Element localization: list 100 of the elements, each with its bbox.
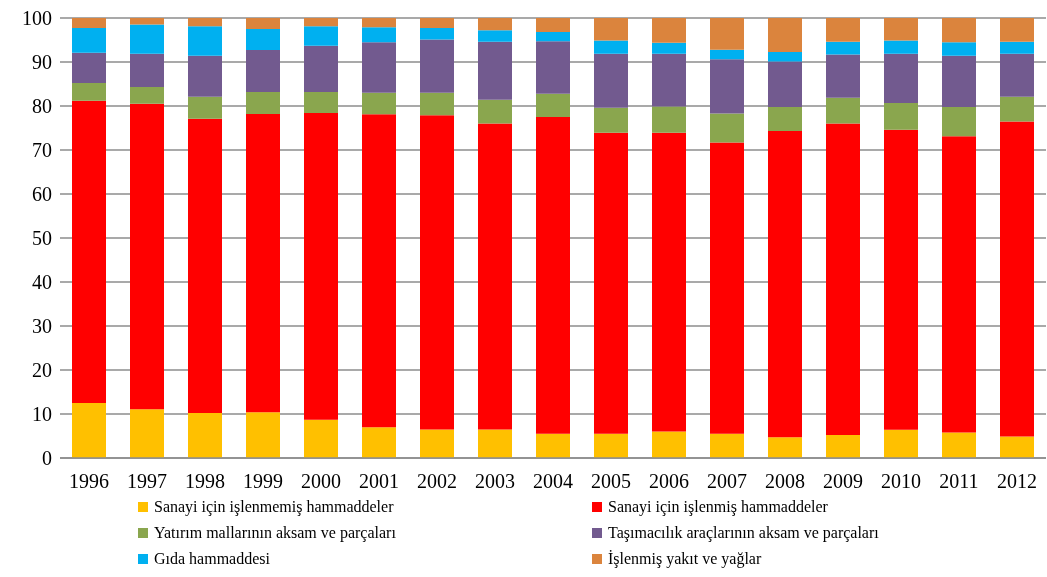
legend-label: Yatırım mallarının aksam ve parçaları [154,524,396,542]
x-tick-label: 2004 [533,470,573,493]
bar [420,18,454,29]
legend-label: Gıda hammaddesi [154,550,270,568]
bar [304,26,338,46]
bar [652,42,686,54]
bar [246,412,280,458]
bar [362,42,396,93]
x-tick-label: 2005 [591,470,631,493]
bar [188,18,222,27]
bar [768,106,802,132]
bar [188,413,222,458]
y-tick-label: 90 [32,51,52,74]
x-tick-label: 2010 [881,470,921,493]
bar [594,18,628,41]
bar [536,433,570,458]
bar [826,41,860,55]
bar [362,27,396,43]
y-tick-label: 30 [32,315,52,338]
bar [130,87,164,104]
bar [884,429,918,458]
x-tick-label: 2012 [997,470,1037,493]
bar [478,18,512,31]
bar [1000,96,1034,122]
y-tick-label: 80 [32,95,52,118]
bar [536,117,570,434]
y-tick-label: 10 [32,403,52,426]
bar [188,26,222,56]
bar [188,55,222,97]
bar [304,419,338,458]
bar [942,42,976,56]
bar [420,39,454,93]
legend-label: Taşımacılık araçlarının aksam ve parçaları [608,524,879,542]
y-tick-label: 20 [32,359,52,382]
bar [536,41,570,94]
bar [768,51,802,62]
x-tick-label: 1999 [243,470,283,493]
bar [188,118,222,414]
bar [884,40,918,54]
x-tick-label: 2007 [707,470,747,493]
bar [304,45,338,92]
bar [130,24,164,54]
bar [652,431,686,458]
x-tick-label: 2008 [765,470,805,493]
bar [710,49,744,60]
bar [942,18,976,43]
bar [884,18,918,41]
x-tick-label: 2009 [823,470,863,493]
bar [884,53,918,103]
bar [304,18,338,27]
x-tick-label: 2002 [417,470,457,493]
bar [130,53,164,88]
legend-label: Sanayi için işlenmemiş hammaddeler [154,498,394,516]
bar [1000,53,1034,97]
bar [768,18,802,52]
bar [884,129,918,430]
x-tick-label: 2011 [939,470,979,493]
bar [72,83,106,101]
bar [130,18,164,25]
bar [478,41,512,100]
bar [768,61,802,107]
bar [536,18,570,33]
bar [652,18,686,43]
bar [72,28,106,53]
bar [710,142,744,434]
bar [826,123,860,436]
bar [1000,436,1034,458]
bar [246,50,280,92]
bar [130,103,164,410]
bar [246,113,280,413]
bar [768,131,802,438]
bar [594,107,628,133]
bar [304,113,338,420]
bar [652,53,686,107]
bar [652,106,686,133]
bar [710,18,744,50]
x-tick-label: 2006 [649,470,689,493]
bar [130,409,164,458]
bar [72,403,106,458]
y-tick-label: 60 [32,183,52,206]
bar [942,432,976,458]
bar [362,114,396,428]
bar [420,92,454,116]
bar [826,97,860,124]
y-tick-label: 50 [32,227,52,250]
bar [942,55,976,107]
bar [362,18,396,28]
bar [710,59,744,114]
legend-label: Sanayi için işlenmiş hammaddeler [608,498,828,516]
x-tick-label: 1996 [69,470,109,493]
y-tick-label: 40 [32,271,52,294]
bar [1000,18,1034,42]
bar [594,40,628,54]
bar [72,52,106,84]
bar [1000,41,1034,54]
legend-label: İşlenmiş yakıt ve yağlar [608,550,762,568]
bar [594,53,628,108]
bar [362,427,396,458]
y-tick-label: 100 [22,7,52,30]
bar [246,29,280,51]
